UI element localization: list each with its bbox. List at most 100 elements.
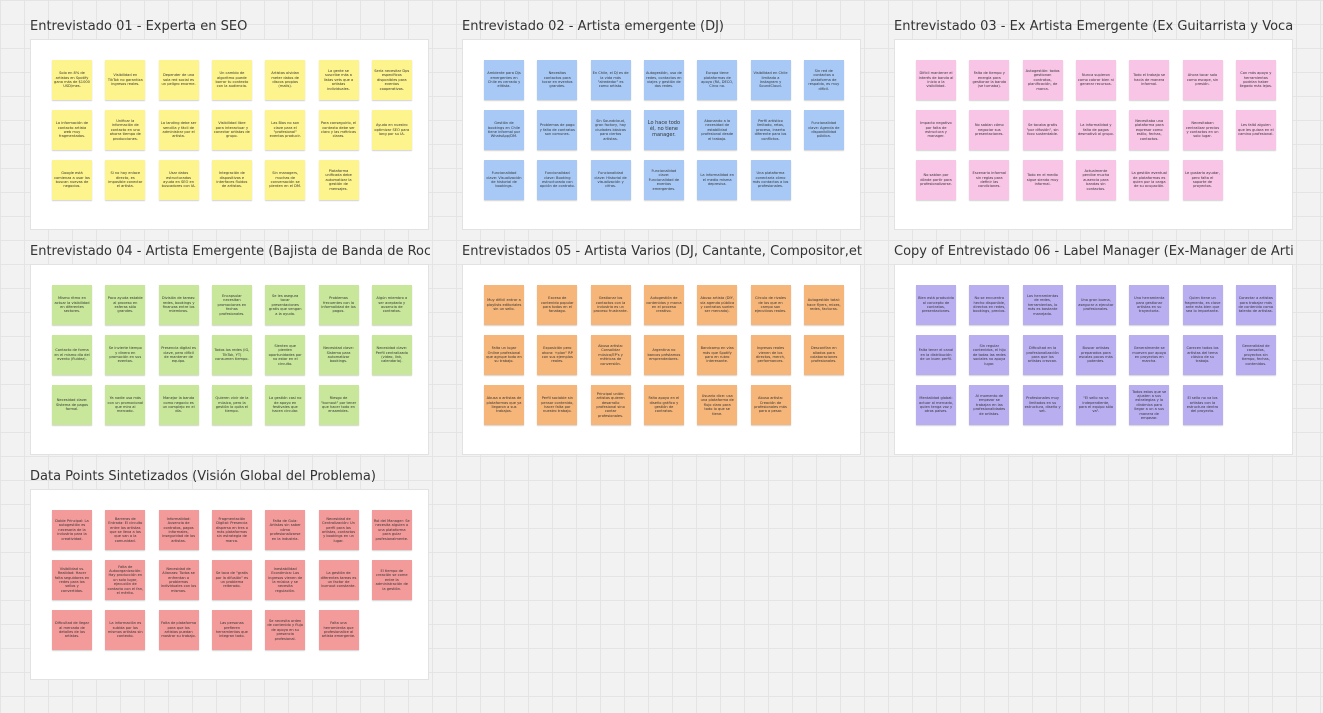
sticky-note[interactable]: El sello no va los artistas con la estru… bbox=[1182, 385, 1223, 425]
sticky-note[interactable]: Dificultad en la profesionalización para… bbox=[1022, 335, 1063, 375]
sticky-note[interactable]: Unificar la información de contacto en u… bbox=[105, 110, 146, 150]
frame-title-entrevistado-04[interactable]: Entrevistado 04 - Artista Emergente (Baj… bbox=[30, 244, 430, 259]
sticky-note[interactable]: Falta de plataforma para que los artista… bbox=[158, 610, 199, 650]
sticky-note[interactable]: Para conseguirlo, el contexto debe ser c… bbox=[318, 110, 359, 150]
sticky-note[interactable]: Necesidad clave: Sistema de pagos formal… bbox=[52, 385, 92, 425]
sticky-note[interactable]: Profesionales muy limitados en su estruc… bbox=[1022, 385, 1063, 425]
sticky-note[interactable]: Funcionalidad clave: Visualización de hi… bbox=[484, 160, 524, 200]
sticky-note[interactable]: Informalidad: Ausencia de contratos, pag… bbox=[158, 510, 199, 550]
sticky-note[interactable]: Poco ayuda estable al proceso en esferas… bbox=[105, 285, 146, 325]
sticky-note[interactable]: Bien está producido al concepto de contr… bbox=[916, 285, 956, 325]
frame-entrevistado-04[interactable]: Mismo ritmo en actuar la visibilidad en … bbox=[30, 264, 429, 455]
sticky-note[interactable]: Exceso de contenido popular para todos e… bbox=[537, 285, 578, 325]
sticky-note[interactable]: Necesidad de Alianzas: Todos se enfrenta… bbox=[158, 560, 199, 600]
sticky-note[interactable]: Funcionalidad clave: Funcionalidad de ev… bbox=[643, 160, 684, 200]
frame-entrevistado-03[interactable]: Difícil mantener el interés de banda al … bbox=[894, 39, 1293, 230]
sticky-note[interactable]: Gestionar los contactos con la industria… bbox=[590, 285, 631, 325]
sticky-note[interactable]: Contacto de forma en el mismo día del ev… bbox=[52, 335, 92, 375]
sticky-note[interactable]: Todo en el medio sigue siendo muy inform… bbox=[1022, 160, 1063, 200]
sticky-note[interactable]: Se les asegura tocar presentaciones grat… bbox=[265, 285, 306, 325]
sticky-note[interactable]: Impacto negativo por falta de estructura… bbox=[916, 110, 956, 150]
sticky-note[interactable]: Necesitas contactos para tocar en evento… bbox=[537, 60, 578, 100]
sticky-note[interactable]: Ayuda en nuestro optimizar SEO para long… bbox=[371, 110, 412, 150]
sticky-note[interactable]: Principal unión: artistas quieren desarr… bbox=[590, 385, 631, 425]
sticky-note[interactable]: Todo el trabajo se hacía de manera infor… bbox=[1129, 60, 1170, 100]
sticky-note[interactable]: Google está comienza a usar las buscan n… bbox=[52, 160, 92, 200]
sticky-note[interactable]: El tiempo de creación se come entre la a… bbox=[371, 560, 412, 600]
sticky-note[interactable]: Generalmente se mueven por apoyo en proy… bbox=[1129, 335, 1170, 375]
sticky-note[interactable]: Visibilidad libre para interactuar y con… bbox=[211, 110, 252, 150]
sticky-note[interactable]: Les faltó alguien que les guiara en el c… bbox=[1235, 110, 1276, 150]
sticky-note[interactable]: Solo en 8% de artistas en Spotify gana m… bbox=[52, 60, 92, 100]
sticky-note[interactable]: La información es subida por los mismos … bbox=[105, 610, 146, 650]
sticky-note[interactable]: Al momento de empezar se trabajan en las… bbox=[969, 385, 1010, 425]
sticky-note[interactable]: Riesgo de "burnout" por tener que hacer … bbox=[318, 385, 359, 425]
frame-title-entrevistado-06[interactable]: Copy of Entrevistado 06 - Label Manager … bbox=[894, 244, 1294, 259]
sticky-note[interactable]: Perfil artístico limitado, retos, proces… bbox=[750, 110, 791, 150]
sticky-note[interactable]: Ahora tocar solo como escape, sin presió… bbox=[1182, 60, 1223, 100]
sticky-note[interactable]: Buscar artistas preparados para escalas … bbox=[1075, 335, 1116, 375]
frame-data-points[interactable]: Doble Principal: La autogestión es neces… bbox=[30, 489, 429, 680]
sticky-note[interactable]: Ya nadie usa más con un promocional que … bbox=[105, 385, 146, 425]
frame-entrevistado-01[interactable]: Solo en 8% de artistas en Spotify gana m… bbox=[30, 39, 429, 230]
sticky-note[interactable]: Ambiente para Djs emergentes en Chile es… bbox=[484, 60, 524, 100]
sticky-note[interactable]: La información de contacto artista web m… bbox=[52, 110, 92, 150]
sticky-note[interactable]: La gestión casi no de apoyo en festivale… bbox=[265, 385, 306, 425]
sticky-note[interactable]: Quien tiene un fragmento, es clave ante … bbox=[1182, 285, 1223, 325]
sticky-note[interactable]: Un cambio de algoritmo puede borrar tu c… bbox=[211, 60, 252, 100]
sticky-note[interactable]: Se invierte tiempo y dinero en promoción… bbox=[105, 335, 146, 375]
sticky-note[interactable]: Integración de dispositivos e interfaces… bbox=[211, 160, 252, 200]
frame-title-entrevistado-01[interactable]: Entrevistado 01 - Experta en SEO bbox=[30, 19, 248, 34]
frame-entrevistados-05[interactable]: Muy difícil entrar a playlists editorial… bbox=[462, 264, 861, 455]
sticky-note[interactable]: Generalidad de cansados, proyectos sin t… bbox=[1235, 335, 1276, 375]
sticky-note[interactable]: La informalidad y falta de pagos desmoti… bbox=[1075, 110, 1116, 150]
sticky-note[interactable]: Falta de tiempo y energía para gestionar… bbox=[969, 60, 1010, 100]
sticky-note[interactable]: La gestión de diferentes tareas es un fa… bbox=[318, 560, 359, 600]
sticky-note[interactable]: La informalidad en el medio misma depres… bbox=[697, 160, 738, 200]
sticky-note[interactable]: Falta apoyo en el diseño gráfico y gesti… bbox=[643, 385, 684, 425]
sticky-note[interactable]: Doble Principal: La autogestión es neces… bbox=[52, 510, 92, 550]
sticky-note[interactable]: Falta de Guía: Artistas sin saber cómo p… bbox=[265, 510, 306, 550]
sticky-note[interactable]: Sin managers, muchas de conversación se … bbox=[265, 160, 306, 200]
sticky-note[interactable]: Problemas frecuentes con la informalidad… bbox=[318, 285, 359, 325]
frame-title-entrevistado-02[interactable]: Entrevistado 02 - Artista emergente (DJ) bbox=[462, 19, 724, 34]
sticky-note[interactable]: Si no hay enlace directo, es imposible c… bbox=[105, 160, 146, 200]
sticky-note[interactable]: Autogestión de contenidos y marca en el … bbox=[643, 285, 684, 325]
frame-entrevistado-06[interactable]: Bien está producido al concepto de contr… bbox=[894, 264, 1293, 455]
sticky-note[interactable]: Necesidad clave: Sistema para automatiza… bbox=[318, 335, 359, 375]
frame-title-entrevistado-03[interactable]: Entrevistado 03 - Ex Artista Emergente (… bbox=[894, 19, 1294, 34]
sticky-note[interactable]: En Chile, el DJ es de la vida más "alred… bbox=[590, 60, 631, 100]
sticky-note[interactable]: Abuso artista (DIY, vía agenda pública y… bbox=[697, 285, 738, 325]
sticky-note[interactable]: Mismo ritmo en actuar la visibilidad en … bbox=[52, 285, 92, 325]
sticky-note[interactable]: Carecen todos los artistas del tema clás… bbox=[1182, 335, 1223, 375]
sticky-note[interactable]: Todos estos que se ajusten a sus estrate… bbox=[1129, 385, 1170, 425]
sticky-note[interactable]: Le gustaría ayudar, pero falta el soport… bbox=[1182, 160, 1223, 200]
sticky-note[interactable]: Sin Soundcloud, gran factory, hay ciudad… bbox=[590, 110, 631, 150]
sticky-note[interactable]: Sería necesitar Dps específicos disponib… bbox=[371, 60, 412, 100]
sticky-note[interactable]: La gente se suscribe más a listas vets q… bbox=[318, 60, 359, 100]
sticky-note[interactable]: Conectar a artistas para trabajar más de… bbox=[1235, 285, 1276, 325]
sticky-note[interactable]: Se tocaba gratis "por difusión", sin foc… bbox=[1022, 110, 1063, 150]
sticky-note[interactable]: Muy difícil entrar a playlists editorial… bbox=[484, 285, 524, 325]
sticky-note[interactable]: Sin regular contenidos, el hijo de todas… bbox=[969, 335, 1010, 375]
frame-title-data-points[interactable]: Data Points Sintetizados (Visión Global … bbox=[30, 469, 376, 484]
sticky-note[interactable]: No se encuentra hecho disponible, direct… bbox=[969, 285, 1010, 325]
sticky-note[interactable]: Gestión de bookings en Chile tiene infor… bbox=[484, 110, 524, 150]
sticky-note[interactable]: Autogestión: todos gestionan contratos, … bbox=[1022, 60, 1063, 100]
sticky-note[interactable]: La gestión eventual de plataformas es qu… bbox=[1129, 160, 1170, 200]
sticky-note[interactable]: Lo hace todo él, no tiene manager. bbox=[643, 110, 684, 150]
sticky-note[interactable]: Se necesita orden de contenido y flujo d… bbox=[265, 610, 306, 650]
sticky-note[interactable]: Necesidad clave: Perfil centralizado (vi… bbox=[371, 335, 412, 375]
sticky-note[interactable]: Necesidad de Centralización: Un perfil p… bbox=[318, 510, 359, 550]
sticky-note[interactable]: Una gran buena, asegurar a ejecutar prof… bbox=[1075, 285, 1116, 325]
sticky-note[interactable]: Falta un lugar Online profesional que ag… bbox=[484, 335, 524, 375]
sticky-note[interactable]: Inestabilidad Económica: Los ingresos vi… bbox=[265, 560, 306, 600]
sticky-note[interactable]: Falta una herramienta que profesionalice… bbox=[318, 610, 359, 650]
sticky-note[interactable]: Bandcamp en vías más que Spotify para en… bbox=[697, 335, 738, 375]
sticky-note[interactable]: Argentina no bancos préstamos emprendedo… bbox=[643, 335, 684, 375]
sticky-note[interactable]: Visibilidad en Chile limitada a Instagra… bbox=[750, 60, 791, 100]
sticky-note[interactable]: Fragmentación Digital: Presencia dispers… bbox=[211, 510, 252, 550]
sticky-note[interactable]: Todos los redes (IG, TikTok, YT) consume… bbox=[211, 335, 252, 375]
sticky-note[interactable]: Necesitaba una plataforma para expresar … bbox=[1129, 110, 1170, 150]
sticky-note[interactable]: Se toca de "gratis por la difusión" es u… bbox=[211, 560, 252, 600]
